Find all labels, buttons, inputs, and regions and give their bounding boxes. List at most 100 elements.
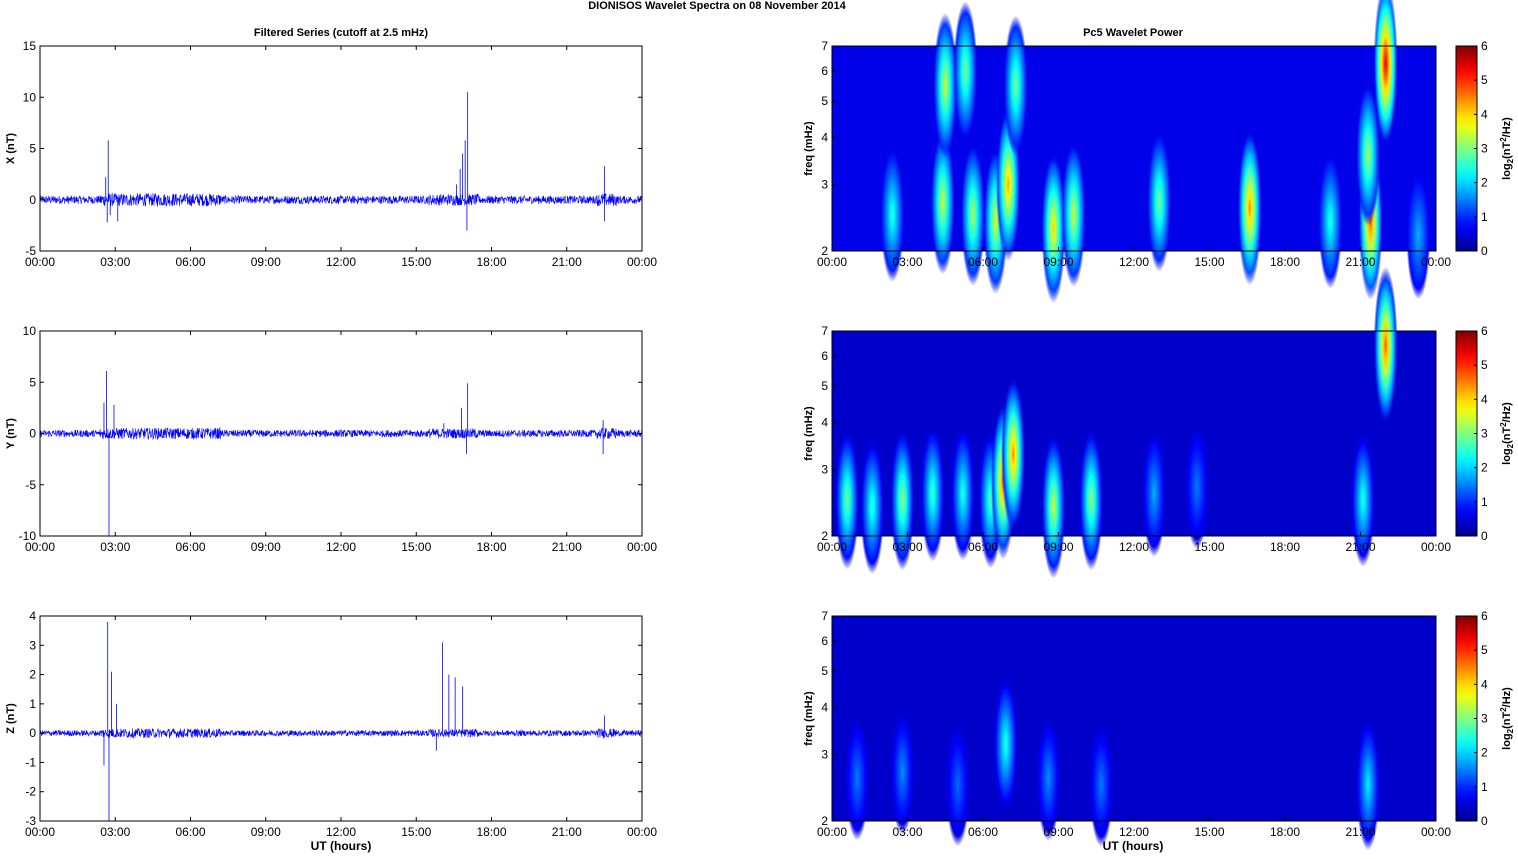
x-tick-label: 03:00: [892, 825, 922, 839]
x-tick-label: 00:00: [1421, 255, 1451, 269]
x-tick-label: 00:00: [627, 825, 657, 839]
y-tick-label: 15: [23, 39, 37, 53]
colorbar-tick-label: 5: [1481, 73, 1488, 87]
power-blob: [1041, 153, 1066, 304]
colorbar: [1455, 330, 1478, 537]
x-axis-label-left: UT (hours): [311, 839, 372, 853]
colorbar-label: log2(nT2/Hz): [1499, 402, 1515, 465]
y-tick-label: 10: [23, 324, 37, 338]
power-blob: [950, 425, 975, 561]
power-blob: [1356, 718, 1381, 851]
y-tick-label: 0: [29, 726, 36, 740]
x-tick-label: 18:00: [476, 255, 506, 269]
power-blob: [945, 722, 970, 847]
y-tick-label: 7: [821, 324, 828, 338]
power-blob: [1184, 424, 1209, 550]
x-tick-label: 15:00: [401, 825, 431, 839]
spectrogram-background: [832, 616, 1436, 821]
x-tick-label: 00:00: [817, 825, 847, 839]
power-blob: [1036, 715, 1061, 842]
y-tick-label: 0: [29, 193, 36, 207]
colorbar-tick-label: 0: [1481, 244, 1488, 258]
y-tick-label: 2: [821, 529, 828, 543]
x-tick-label: 00:00: [817, 255, 847, 269]
x-tick-label: 09:00: [1043, 255, 1073, 269]
colorbar-tick-label: 4: [1481, 392, 1488, 406]
spectrogram-background: [832, 46, 1436, 251]
x-axis-label-right: UT (hours): [1103, 839, 1164, 853]
y-tick-label: 1: [29, 697, 36, 711]
y-tick-label: 5: [821, 379, 828, 393]
x-tick-label: 21:00: [552, 825, 582, 839]
x-tick-label: 15:00: [1194, 255, 1224, 269]
x-tick-label: 21:00: [552, 540, 582, 554]
x-tick-label: 09:00: [1043, 540, 1073, 554]
y-tick-label: 5: [821, 664, 828, 678]
y-tick-label: 4: [821, 416, 828, 430]
y-tick-label: -10: [19, 529, 37, 543]
power-blob: [890, 428, 915, 571]
y-axis-label: freq (mHz): [803, 121, 815, 176]
plot-area: [40, 616, 642, 821]
power-blob: [845, 715, 870, 841]
power-blob: [993, 676, 1018, 812]
x-tick-label: 18:00: [1270, 255, 1300, 269]
colorbar-tick-label: 4: [1481, 107, 1488, 121]
x-tick-label: 03:00: [892, 255, 922, 269]
colorbar-label: log2(nT2/Hz): [1499, 687, 1515, 750]
power-blob: [960, 142, 985, 286]
y-tick-label: -2: [25, 785, 36, 799]
colorbar-tick-label: 2: [1481, 746, 1488, 760]
trace-line: [39, 192, 643, 207]
colorbar-label: log2(nT2/Hz): [1499, 117, 1515, 180]
x-tick-label: 21:00: [552, 255, 582, 269]
power-blob: [880, 146, 905, 282]
x-tick-label: 18:00: [476, 825, 506, 839]
power-blob: [933, 12, 958, 158]
power-blob: [1237, 130, 1262, 286]
y-axis-label: Z (nT): [5, 703, 17, 734]
y-tick-label: 4: [821, 131, 828, 145]
colorbar-tick-label: 0: [1481, 814, 1488, 828]
power-blob: [835, 429, 860, 570]
y-tick-label: 3: [821, 463, 828, 477]
x-tick-label: 12:00: [326, 255, 356, 269]
right-column-title: Pc5 Wavelet Power: [1083, 27, 1184, 39]
colorbar-tick-label: 5: [1481, 358, 1488, 372]
power-blob: [930, 129, 955, 275]
x-tick-label: 06:00: [175, 255, 205, 269]
time-series-panel-0: 00:00 03:00 06:00 09:00 12:00 15:00 18:00 21:00…: [5, 39, 657, 269]
colorbar-tick-label: 3: [1481, 712, 1488, 726]
x-tick-label: 00:00: [627, 255, 657, 269]
colorbar-tick-label: 2: [1481, 176, 1488, 190]
x-tick-label: 06:00: [175, 825, 205, 839]
x-tick-label: 09:00: [1043, 825, 1073, 839]
y-tick-label: 6: [821, 634, 828, 648]
y-tick-label: 4: [821, 701, 828, 715]
colorbar-tick-label: 3: [1481, 142, 1488, 156]
power-blob: [1147, 131, 1172, 272]
colorbar-tick-label: 1: [1481, 780, 1488, 794]
power-blob: [920, 424, 945, 562]
y-axis-label: X (nT): [5, 133, 17, 164]
x-tick-label: 06:00: [968, 825, 998, 839]
y-tick-label: 4: [29, 609, 36, 623]
x-tick-label: 18:00: [1270, 540, 1300, 554]
x-tick-label: 12:00: [1119, 825, 1149, 839]
x-tick-label: 09:00: [251, 540, 281, 554]
x-tick-label: 06:00: [968, 540, 998, 554]
x-tick-label: 00:00: [627, 540, 657, 554]
colorbar-tick-label: 5: [1481, 643, 1488, 657]
x-tick-label: 09:00: [251, 825, 281, 839]
x-tick-label: 12:00: [326, 825, 356, 839]
x-tick-label: 03:00: [892, 540, 922, 554]
y-tick-label: 2: [29, 668, 36, 682]
y-tick-label: 5: [821, 94, 828, 108]
x-tick-label: 21:00: [1345, 255, 1375, 269]
y-tick-label: -1: [25, 755, 36, 769]
trace-line: [39, 727, 643, 739]
colorbar: [1455, 615, 1478, 822]
x-tick-label: 21:00: [1345, 540, 1375, 554]
